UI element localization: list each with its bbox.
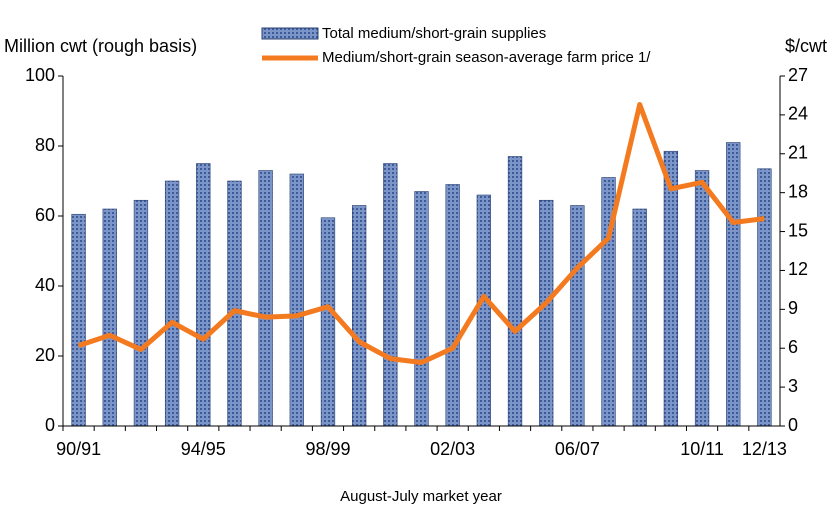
x-tick-label: 02/03	[430, 439, 475, 459]
y2-tick-label: 24	[788, 104, 808, 124]
bar	[414, 191, 429, 427]
y-axis-label: Million cwt (rough basis)	[4, 36, 197, 56]
x-tick-label: 90/91	[56, 439, 101, 459]
y-tick-label: 80	[35, 135, 55, 155]
x-tick-label: 10/11	[680, 439, 724, 459]
x-tick-label: 98/99	[305, 439, 350, 459]
bar	[726, 142, 741, 427]
y2-tick-label: 3	[788, 376, 798, 396]
y-tick-label: 60	[35, 205, 55, 225]
bar	[383, 163, 398, 427]
bar	[227, 180, 242, 427]
y2-tick-label: 21	[788, 143, 808, 163]
y-tick-label: 40	[35, 275, 55, 295]
x-tick-label: 12/13	[742, 439, 787, 459]
bar	[476, 194, 492, 427]
bar	[507, 156, 523, 427]
y-tick-label: 20	[35, 345, 55, 365]
bar	[663, 150, 679, 427]
bar	[196, 163, 211, 427]
bar	[289, 173, 304, 427]
bar	[570, 205, 585, 427]
bar	[632, 208, 647, 427]
bar	[258, 170, 273, 427]
bar	[102, 208, 117, 427]
y-tick-label: 100	[25, 65, 55, 85]
x-tick-label: 06/07	[555, 439, 600, 459]
bar	[539, 199, 554, 427]
price-line	[77, 102, 765, 365]
y2-tick-label: 6	[788, 337, 798, 357]
y2-tick-label: 18	[788, 181, 808, 201]
bar	[320, 217, 336, 427]
bar	[351, 205, 367, 427]
legend-label: Total medium/short-grain supplies	[322, 25, 546, 42]
bar	[133, 199, 149, 427]
y2-tick-label: 12	[788, 259, 808, 279]
x-tick-label: 94/95	[181, 439, 226, 459]
legend-swatch	[261, 27, 319, 40]
bar	[757, 168, 772, 427]
bar	[445, 184, 460, 427]
y2-axis-label: $/cwt	[785, 36, 827, 56]
y-tick-label: 0	[45, 415, 55, 435]
bar	[71, 213, 86, 427]
y2-tick-label: 15	[788, 220, 808, 240]
x-axis-label: August-July market year	[340, 488, 502, 505]
y2-tick-label: 27	[788, 65, 808, 85]
y2-tick-label: 9	[788, 298, 798, 318]
bar	[694, 170, 710, 427]
bar	[164, 180, 180, 427]
y2-tick-label: 0	[788, 415, 798, 435]
legend-label: Medium/short-grain season-average farm p…	[322, 49, 651, 66]
